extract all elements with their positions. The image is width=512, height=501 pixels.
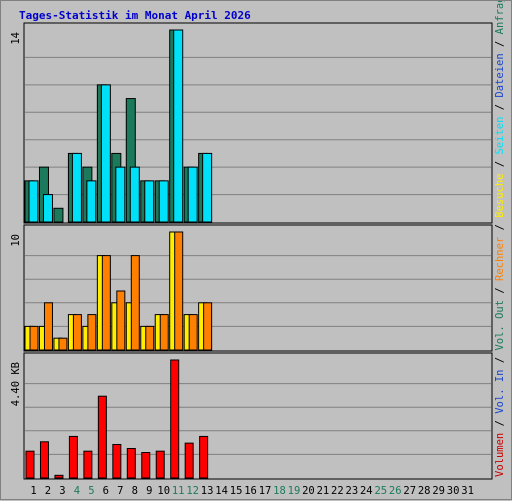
bar-seiten-day-1 [28,180,39,223]
legend-entry: / [494,414,506,433]
bar-seiten-day-5 [86,180,97,223]
bar-volumen-day-10 [155,450,165,479]
legend-entry: / [494,351,506,370]
x-tick-label-31: 31 [461,485,474,497]
bar-rechner-day-5 [87,314,97,351]
bar-rechner-day-11 [174,231,184,351]
x-tick-label-5: 5 [88,485,94,497]
bar-seiten-day-13 [202,152,213,223]
panel-frame [23,352,493,480]
bar-rechner-day-10 [159,314,169,351]
legend-entry: / [494,155,506,174]
bar-rechner-day-4 [72,314,82,351]
bar-volumen-day-8 [126,448,136,479]
legend-entry: Seiten [494,117,506,155]
legend-entry: Vol. Out [494,300,506,351]
bar-volumen-day-7 [112,443,122,479]
legend-entry: Rechner [494,237,506,281]
bar-rechner-day-8 [130,255,140,351]
x-tick-label-20: 20 [302,485,315,497]
chart-title: Tages-Statistik im Monat April 2026 [19,9,251,22]
bar-seiten-day-10 [158,180,169,223]
legend-entry: Vol. In [494,370,506,414]
x-tick-label-22: 22 [331,485,344,497]
x-tick-label-19: 19 [288,485,301,497]
bar-seiten-day-4 [71,152,82,223]
x-tick-label-13: 13 [201,485,214,497]
x-tick-label-16: 16 [244,485,257,497]
bar-volumen-day-6 [97,395,107,479]
x-tick-label-6: 6 [103,485,109,497]
bar-rechner-day-12 [188,314,198,351]
x-tick-label-9: 9 [146,485,152,497]
bar-anfragen-day-3 [53,207,64,223]
bar-seiten-day-2 [42,194,53,223]
y-max-label: 4.40 KB [10,362,22,406]
x-tick-label-26: 26 [389,485,402,497]
x-tick-label-17: 17 [259,485,272,497]
bar-seiten-day-9 [144,180,155,223]
bar-seiten-day-8 [129,166,140,223]
legend-entry: Besuche [494,173,506,217]
bar-rechner-day-6 [101,255,111,351]
x-tick-label-21: 21 [317,485,330,497]
bar-volumen-day-1 [25,450,35,479]
x-tick-label-27: 27 [403,485,416,497]
x-axis-labels: 1 2 3 4 5 6 7 8 9 10 11 12 13 14 15 16 17 18 19 20 21 22 23 24 2… [30,485,474,497]
bar-seiten-day-11 [173,29,184,223]
chart-panels: 14 10 4.40 KB [10,22,493,480]
bar-volumen-day-13 [199,435,209,479]
bar-rechner-day-9 [145,325,155,351]
x-tick-label-25: 25 [374,485,387,497]
x-tick-label-29: 29 [432,485,445,497]
panel-volume: 4.40 KB [10,352,493,480]
x-tick-label-7: 7 [117,485,123,497]
bar-rechner-day-3 [58,337,68,351]
bar-rechner-day-7 [116,290,126,351]
x-tick-label-8: 8 [132,485,138,497]
bar-volumen-day-11 [170,359,180,479]
bar-volumen-day-4 [68,435,78,479]
x-tick-label-30: 30 [447,485,460,497]
legend-entry: Anfragen [494,1,506,34]
x-tick-label-18: 18 [273,485,286,497]
bar-rechner-day-13 [203,302,213,351]
legend-entry: / [494,281,506,300]
legend-entry: / [494,218,506,237]
bar-volumen-day-9 [141,452,151,479]
x-tick-label-23: 23 [346,485,359,497]
x-tick-label-24: 24 [360,485,373,497]
legend-entry: / [494,34,506,53]
bar-volumen-day-5 [83,450,93,479]
x-tick-label-28: 28 [418,485,431,497]
panel-hits-files-pages: 14 [10,22,493,224]
legend-entry: Dateien [494,53,506,97]
x-tick-label-1: 1 [30,485,36,497]
x-tick-label-11: 11 [172,485,185,497]
x-tick-label-4: 4 [74,485,80,497]
legend-entry: / [494,98,506,117]
bar-volumen-day-3 [54,474,64,479]
x-tick-label-2: 2 [45,485,51,497]
x-tick-label-15: 15 [230,485,243,497]
bar-volumen-day-2 [39,441,49,479]
x-tick-label-12: 12 [186,485,199,497]
panel-visits-sites: 10 [10,224,493,352]
bar-rechner-day-1 [29,325,39,351]
right-legend: Volumen / Vol. In / Vol. Out / Rechner /… [494,1,506,477]
bar-seiten-day-12 [187,166,198,223]
y-max-label: 14 [10,32,22,45]
legend-entry: Volumen [494,433,506,477]
bar-seiten-day-6 [100,84,111,223]
x-tick-label-14: 14 [215,485,228,497]
x-tick-label-10: 10 [157,485,170,497]
bar-volumen-day-12 [184,442,194,479]
x-tick-label-3: 3 [59,485,65,497]
bar-rechner-day-2 [43,302,53,351]
bar-seiten-day-7 [115,166,126,223]
y-max-label: 10 [10,234,22,247]
